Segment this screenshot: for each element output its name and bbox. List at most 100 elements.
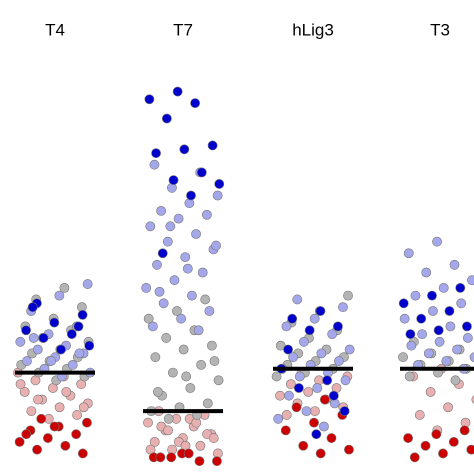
point <box>169 275 180 286</box>
point <box>42 433 53 443</box>
point <box>71 429 82 440</box>
point <box>462 333 473 343</box>
point <box>309 313 320 324</box>
point <box>202 398 213 409</box>
point <box>19 386 30 397</box>
point <box>21 429 32 440</box>
point <box>15 379 26 390</box>
point <box>445 321 456 332</box>
point <box>187 290 197 301</box>
point <box>328 390 339 401</box>
point <box>431 429 442 440</box>
point <box>438 282 449 293</box>
point <box>197 267 208 278</box>
point <box>151 148 161 159</box>
point <box>304 325 315 336</box>
point <box>449 259 460 270</box>
point <box>149 159 160 170</box>
point <box>168 175 179 185</box>
point <box>27 302 38 313</box>
point <box>153 386 163 397</box>
point <box>77 309 88 320</box>
point <box>212 190 223 201</box>
point <box>275 390 285 401</box>
point <box>15 336 26 347</box>
point <box>420 440 431 451</box>
point <box>150 352 161 363</box>
point <box>152 259 162 270</box>
point <box>459 425 470 436</box>
point <box>67 359 78 370</box>
point <box>441 356 452 366</box>
point <box>303 386 314 397</box>
point <box>178 344 189 355</box>
point <box>144 94 155 105</box>
point <box>284 390 294 401</box>
point <box>471 395 474 404</box>
point <box>301 406 312 416</box>
point <box>292 294 303 305</box>
point <box>299 336 309 347</box>
point <box>281 321 292 332</box>
point <box>319 394 330 405</box>
point <box>201 209 212 220</box>
point <box>406 340 417 351</box>
group-label: hLig3 <box>292 20 334 39</box>
point <box>165 221 176 232</box>
point <box>162 236 173 247</box>
group-label: T4 <box>45 20 65 39</box>
point <box>38 333 49 343</box>
point <box>405 329 416 339</box>
point <box>214 179 225 189</box>
point <box>416 313 427 324</box>
point <box>339 406 350 416</box>
point <box>288 352 299 363</box>
point <box>60 440 71 451</box>
point <box>195 440 206 451</box>
point <box>438 448 448 459</box>
point <box>185 383 196 393</box>
point <box>163 413 174 424</box>
point <box>181 371 192 382</box>
point <box>167 367 178 378</box>
point <box>78 402 89 413</box>
point <box>443 402 453 413</box>
point <box>311 429 322 440</box>
point <box>204 306 215 316</box>
point <box>56 344 66 355</box>
point <box>149 436 160 447</box>
point <box>333 321 343 332</box>
point <box>280 425 291 436</box>
point <box>428 306 438 316</box>
point <box>156 205 167 216</box>
point <box>293 383 304 393</box>
point <box>327 329 338 339</box>
point <box>82 417 92 428</box>
point <box>211 240 221 251</box>
point <box>166 452 177 463</box>
point <box>163 425 173 436</box>
point <box>455 282 466 293</box>
point <box>179 144 190 155</box>
point <box>161 113 172 124</box>
point <box>434 336 445 347</box>
point <box>452 344 462 355</box>
point <box>414 410 425 420</box>
point <box>310 406 320 416</box>
point <box>14 436 25 447</box>
point <box>333 356 344 366</box>
point <box>77 448 88 459</box>
point <box>322 375 333 386</box>
point <box>462 321 472 332</box>
point <box>183 448 194 459</box>
point <box>74 348 85 359</box>
point <box>404 371 415 382</box>
point <box>66 329 77 339</box>
point <box>456 298 467 309</box>
point <box>403 248 414 259</box>
point <box>157 248 168 259</box>
point <box>409 452 420 463</box>
point <box>208 433 219 443</box>
point <box>209 356 220 366</box>
